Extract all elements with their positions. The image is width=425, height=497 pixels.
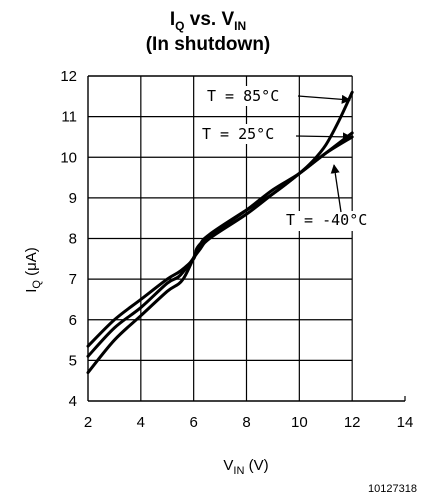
annotation-25-bg	[197, 124, 295, 144]
y-tick-label: 7	[69, 271, 77, 288]
y-tick-label: 6	[69, 312, 77, 329]
chart-title-line1: IQ vs. VIN	[170, 9, 246, 33]
x-tick-label: 10	[291, 414, 308, 431]
y-axis-label: IQ (μA)	[23, 247, 43, 293]
annotation-minus40-bg	[284, 211, 390, 231]
y-tick-label: 5	[69, 352, 77, 369]
annotation-25c: T = 25°C	[202, 125, 274, 143]
y-tick-labels: 4 5 6 7 8 9 10 11 12	[60, 68, 77, 410]
x-tick-label: 14	[397, 414, 414, 431]
x-tick-label: 2	[84, 414, 92, 431]
annotation-85c-arrow	[297, 94, 351, 104]
series-line-1	[86, 131, 354, 358]
x-tick-label: 4	[137, 414, 145, 431]
x-tick-label: 12	[344, 414, 361, 431]
y-tick-label: 9	[69, 190, 77, 207]
figure-code: 10127318	[368, 483, 417, 495]
chart-title-line2: (In shutdown)	[146, 34, 271, 55]
annotation-minus40c: T = -40°C	[286, 211, 367, 229]
series-lines	[86, 90, 354, 375]
y-tick-label: 11	[61, 109, 77, 126]
x-tick-label: 8	[242, 414, 250, 431]
x-tick-labels: 2 4 6 8 10 12 14	[84, 414, 414, 431]
x-tick-label: 6	[189, 414, 197, 431]
y-tick-label: 10	[60, 149, 77, 166]
annotation-25c-arrow	[295, 132, 352, 142]
series-line-2	[86, 135, 354, 348]
y-tick-label: 12	[60, 68, 77, 85]
annotation-85c: T = 85°C	[207, 87, 279, 105]
annotation-minus40c-arrow	[330, 164, 342, 213]
x-axis-label: VIN (V)	[223, 457, 268, 477]
y-tick-label: 4	[69, 393, 77, 410]
y-tick-label: 8	[69, 231, 77, 248]
annotation-85-bg	[202, 86, 297, 106]
